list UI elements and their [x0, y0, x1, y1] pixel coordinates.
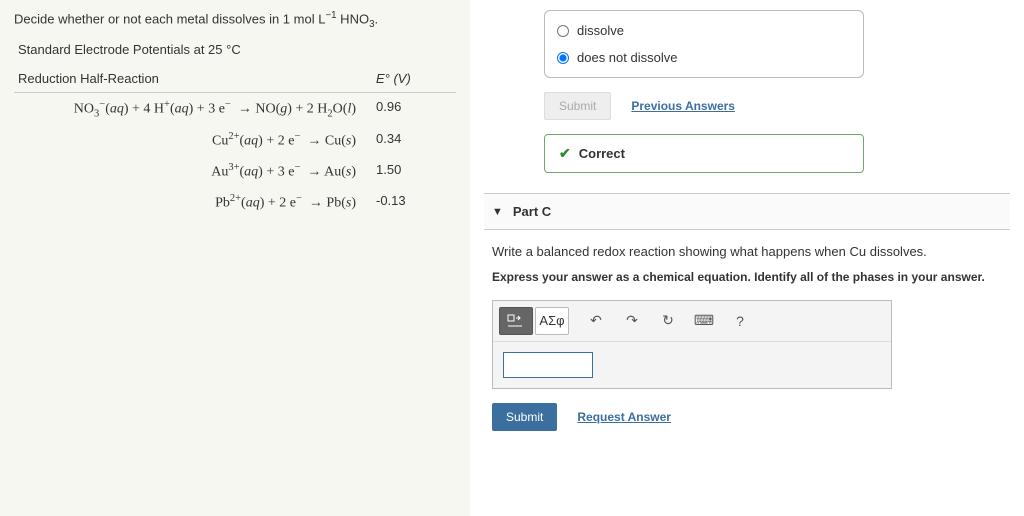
reaction-cell: Au3+(aq) + 3 e− → Au(s)	[14, 162, 376, 181]
undo-icon: ↶	[590, 312, 602, 329]
check-icon: ✔	[559, 145, 571, 162]
redo-icon: ↷	[626, 312, 638, 329]
table-row: Au3+(aq) + 3 e− → Au(s)1.50	[14, 156, 456, 187]
potentials-table: Reduction Half-Reaction E° (V) NO3−(aq) …	[14, 67, 456, 217]
greek-tool-button[interactable]: ΑΣφ	[535, 307, 569, 335]
radio-label: does not dissolve	[577, 50, 677, 65]
reset-icon: ↻	[662, 312, 674, 329]
potential-cell: 0.34	[376, 131, 456, 150]
col-header-reaction: Reduction Half-Reaction	[14, 71, 376, 86]
part-c-prompt: Write a balanced redox reaction showing …	[492, 244, 1002, 259]
radio-label: dissolve	[577, 23, 624, 38]
redo-button[interactable]: ↷	[615, 307, 649, 335]
potential-cell: 0.96	[376, 99, 456, 119]
equation-editor: ΑΣφ ↶ ↷ ↻ ⌨ ?	[492, 300, 892, 389]
question-prompt: Decide whether or not each metal dissolv…	[14, 10, 456, 30]
radio-input[interactable]	[557, 52, 569, 64]
keyboard-button[interactable]: ⌨	[687, 307, 721, 335]
part-c-header[interactable]: ▼ Part C	[484, 193, 1010, 230]
radio-option[interactable]: does not dissolve	[555, 44, 853, 71]
radio-option[interactable]: dissolve	[555, 17, 853, 44]
caret-down-icon: ▼	[492, 206, 503, 218]
radio-group: dissolve does not dissolve	[544, 10, 864, 78]
feedback-correct: ✔ Correct	[544, 134, 864, 173]
table-row: NO3−(aq) + 4 H+(aq) + 3 e− → NO(g) + 2 H…	[14, 93, 456, 125]
table-row: Pb2+(aq) + 2 e− → Pb(s)-0.13	[14, 187, 456, 218]
potential-cell: -0.13	[376, 193, 456, 212]
keyboard-icon: ⌨	[694, 312, 714, 329]
radio-input[interactable]	[557, 25, 569, 37]
previous-answers-link[interactable]: Previous Answers	[631, 99, 735, 113]
template-tool-button[interactable]	[499, 307, 533, 335]
part-c-instructions: Express your answer as a chemical equati…	[492, 269, 1002, 286]
table-caption: Standard Electrode Potentials at 25 °C	[18, 42, 456, 57]
help-button[interactable]: ?	[723, 307, 757, 335]
reaction-cell: Pb2+(aq) + 2 e− → Pb(s)	[14, 193, 376, 212]
part-c-title: Part C	[513, 204, 551, 219]
reaction-cell: Cu2+(aq) + 2 e− → Cu(s)	[14, 131, 376, 150]
reaction-cell: NO3−(aq) + 4 H+(aq) + 3 e− → NO(g) + 2 H…	[14, 99, 376, 119]
submit-button-disabled: Submit	[544, 92, 611, 120]
request-answer-link[interactable]: Request Answer	[577, 410, 671, 424]
potential-cell: 1.50	[376, 162, 456, 181]
reset-button[interactable]: ↻	[651, 307, 685, 335]
question-panel: Decide whether or not each metal dissolv…	[0, 0, 470, 516]
equation-toolbar: ΑΣφ ↶ ↷ ↻ ⌨ ?	[493, 301, 891, 342]
equation-input[interactable]	[503, 352, 593, 378]
undo-button[interactable]: ↶	[579, 307, 613, 335]
table-row: Cu2+(aq) + 2 e− → Cu(s)0.34	[14, 125, 456, 156]
feedback-text: Correct	[579, 146, 625, 161]
answer-panel: dissolve does not dissolve Submit Previou…	[470, 0, 1024, 516]
template-icon	[507, 314, 525, 328]
col-header-e: E° (V)	[376, 71, 456, 86]
submit-button[interactable]: Submit	[492, 403, 557, 431]
